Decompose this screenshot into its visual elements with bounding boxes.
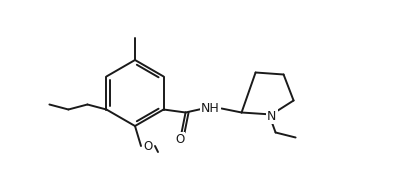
Text: O: O	[143, 140, 153, 153]
Text: N: N	[267, 110, 276, 123]
Text: NH: NH	[201, 102, 220, 115]
Text: O: O	[175, 133, 184, 146]
